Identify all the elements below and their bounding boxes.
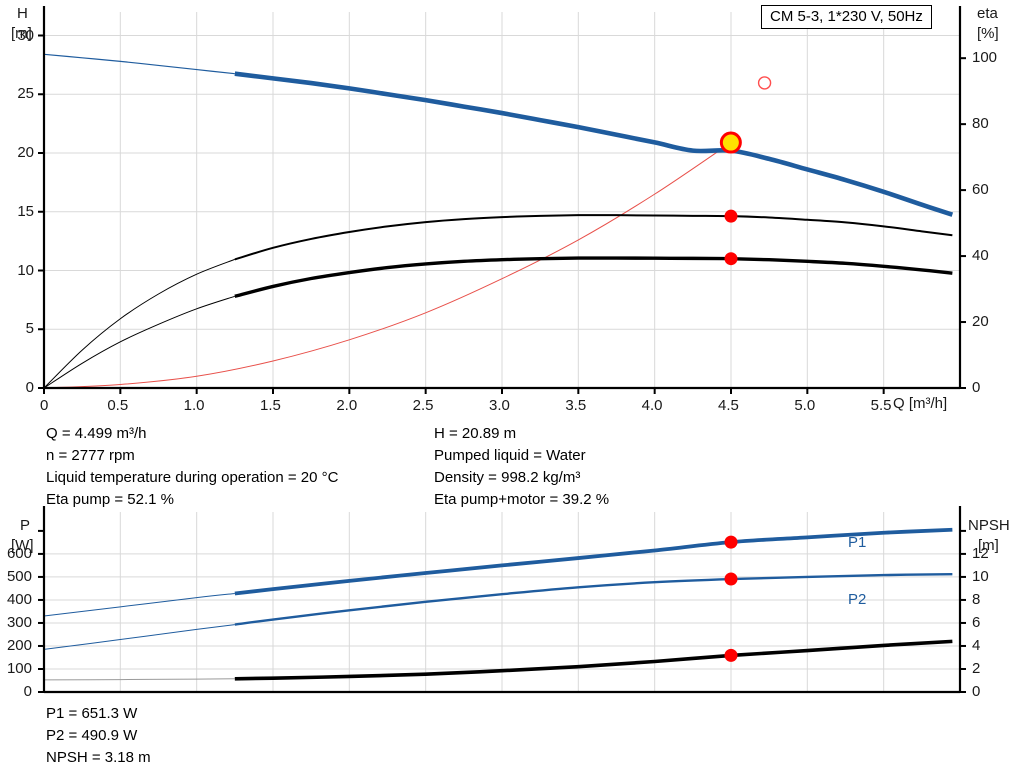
eta-tick-label: 0 bbox=[972, 379, 981, 396]
power-curve-thin bbox=[43, 624, 235, 650]
power-tick-label: 100 bbox=[6, 659, 32, 677]
eta-duty-marker bbox=[724, 252, 738, 266]
head-tick-label: 20 bbox=[17, 144, 34, 161]
duty-info-right-line: H = 20.89 m bbox=[434, 425, 517, 442]
power-info-line: NPSH = 3.18 m bbox=[46, 749, 151, 766]
power-duty-marker bbox=[724, 572, 738, 586]
power-curve-thick bbox=[234, 527, 953, 596]
power-tick-label: 600 bbox=[6, 544, 32, 562]
duty-info-left-line: Eta pump = 52.1 % bbox=[46, 491, 174, 508]
flow-tick-label: 0.5 bbox=[107, 397, 129, 414]
eta-curve-thin bbox=[43, 258, 236, 389]
head-tick-label: 30 bbox=[17, 26, 34, 44]
flow-tick-label: 3.5 bbox=[565, 397, 587, 414]
head-curve-thick bbox=[234, 71, 954, 217]
flow-axis-label: Q [m³/h] bbox=[893, 395, 948, 412]
power-tick-label: 0 bbox=[23, 683, 32, 700]
eta-curve-thick bbox=[234, 214, 953, 261]
head-tick-label: 0 bbox=[25, 379, 34, 396]
power-axis-unit: [W] bbox=[11, 537, 34, 554]
eta-tick-label: 20 bbox=[972, 313, 989, 331]
duty-point-marker bbox=[719, 131, 742, 154]
eta-curve-thick bbox=[234, 256, 953, 298]
duty-info-left-line: Liquid temperature during operation = 20… bbox=[46, 469, 339, 486]
npsh-tick-label: 4 bbox=[972, 636, 981, 654]
flow-tick-label: 1.5 bbox=[260, 397, 281, 414]
power-duty-marker bbox=[724, 535, 738, 549]
eta-tick-label: 40 bbox=[972, 247, 989, 265]
power-info-line: P1 = 651.3 W bbox=[46, 705, 138, 722]
npsh-axis-unit: [m] bbox=[978, 537, 999, 554]
eta-curve-thin bbox=[43, 295, 235, 389]
head-curve-thin bbox=[43, 53, 235, 75]
npsh-tick-label: 8 bbox=[972, 590, 981, 608]
flow-tick-label: 4.0 bbox=[641, 397, 663, 414]
power-tick-label: 400 bbox=[6, 590, 32, 608]
p2-curve-label: P2 bbox=[848, 591, 867, 608]
flow-tick-label: 3.0 bbox=[489, 397, 510, 414]
flow-tick-label: 5.0 bbox=[794, 397, 816, 414]
duty-info-left-line: Q = 4.499 m³/h bbox=[46, 425, 147, 442]
power-duty-marker bbox=[724, 648, 738, 662]
duty-info-right-line: Density = 998.2 kg/m³ bbox=[434, 469, 581, 486]
power-info-line: P2 = 490.9 W bbox=[46, 727, 138, 744]
npsh-tick-label: 12 bbox=[972, 544, 989, 562]
pump-model-title: CM 5-3, 1*230 V, 50Hz bbox=[761, 5, 932, 29]
flow-tick-label: 5.5 bbox=[870, 397, 892, 414]
p1-curve-label: P1 bbox=[848, 534, 867, 551]
duty-info-right-line: Pumped liquid = Water bbox=[434, 447, 586, 464]
duty-info-right-line: Eta pump+motor = 39.2 % bbox=[434, 491, 610, 508]
eta-tick-label: 60 bbox=[972, 181, 989, 199]
npsh-tick-label: 6 bbox=[972, 613, 981, 631]
flow-tick-label: 1.0 bbox=[183, 397, 205, 414]
eta-axis-name: eta bbox=[977, 5, 998, 22]
eta-tick-label: 100 bbox=[972, 49, 998, 67]
npsh-tick-label: 0 bbox=[972, 683, 981, 700]
head-tick-label: 15 bbox=[17, 202, 34, 220]
npsh-curve-thick bbox=[234, 639, 953, 681]
head-tick-label: 25 bbox=[17, 85, 34, 103]
power-tick-label: 500 bbox=[6, 567, 32, 585]
eta-duty-marker bbox=[724, 209, 738, 223]
power-curve-thin bbox=[43, 593, 235, 617]
power-curve-thick bbox=[234, 572, 953, 626]
flow-tick-label: 2.0 bbox=[336, 397, 358, 414]
duty-info-left-line: n = 2777 rpm bbox=[46, 447, 135, 464]
eta-axis-unit: [%] bbox=[977, 25, 999, 42]
annotation-open-circle bbox=[757, 76, 772, 90]
flow-tick-label: 0 bbox=[40, 397, 49, 414]
head-axis-unit: [m] bbox=[11, 25, 32, 42]
power-axis-name: P bbox=[20, 517, 31, 534]
flow-tick-label: 4.5 bbox=[718, 397, 739, 414]
power-tick-label: 300 bbox=[6, 613, 32, 631]
npsh-curve-thin bbox=[43, 678, 235, 681]
power-tick-label: 200 bbox=[6, 636, 32, 654]
head-tick-label: 5 bbox=[25, 320, 34, 338]
head-tick-label: 10 bbox=[17, 261, 34, 279]
eta-tick-label: 80 bbox=[972, 115, 989, 133]
npsh-axis-name: NPSH bbox=[968, 517, 1010, 534]
head-axis-name: H bbox=[17, 5, 28, 22]
npsh-tick-label: 10 bbox=[972, 567, 989, 585]
flow-tick-label: 2.5 bbox=[412, 397, 434, 414]
npsh-tick-label: 2 bbox=[972, 659, 981, 677]
